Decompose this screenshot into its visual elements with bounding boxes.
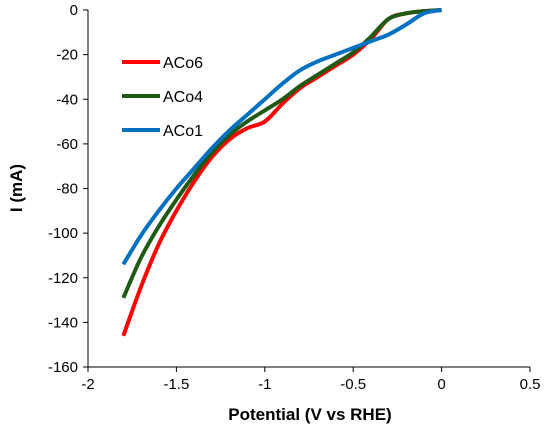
x-tick-label: -0.5 — [340, 376, 366, 393]
y-axis-title: I (mA) — [7, 164, 26, 212]
legend: ACo6 ACo4 ACo1 — [122, 55, 203, 140]
series-line-aco4 — [121, 8, 442, 299]
y-tick-label: -140 — [48, 314, 78, 331]
y-tick-label: -100 — [48, 225, 78, 242]
series-line-aco1 — [121, 8, 442, 266]
y-tick-label: -80 — [56, 181, 78, 198]
x-tick-label: -2 — [81, 376, 94, 393]
x-tick-label: -1 — [258, 376, 271, 393]
y-tick-label: -40 — [56, 91, 78, 108]
x-tick-label: -1.5 — [163, 376, 189, 393]
legend-label-aco1: ACo1 — [163, 123, 203, 140]
series-layer — [121, 8, 442, 337]
y-tick-label: -60 — [56, 136, 78, 153]
legend-label-aco4: ACo4 — [163, 89, 203, 106]
y-tick-label: -160 — [48, 359, 78, 376]
x-tick-label: 0 — [437, 376, 445, 393]
y-tick-label: 0 — [70, 2, 78, 19]
legend-label-aco6: ACo6 — [163, 55, 203, 72]
y-tick-label: -20 — [56, 47, 78, 64]
x-tick-label: 0.5 — [520, 376, 541, 393]
y-tick-label: -120 — [48, 270, 78, 287]
x-axis-title: Potential (V vs RHE) — [228, 405, 391, 424]
axis-ticks: -2 -1.5 -1 -0.5 0 0.5 0 -20 -40 -60 -80 -100 -120 -14… — [48, 2, 540, 393]
